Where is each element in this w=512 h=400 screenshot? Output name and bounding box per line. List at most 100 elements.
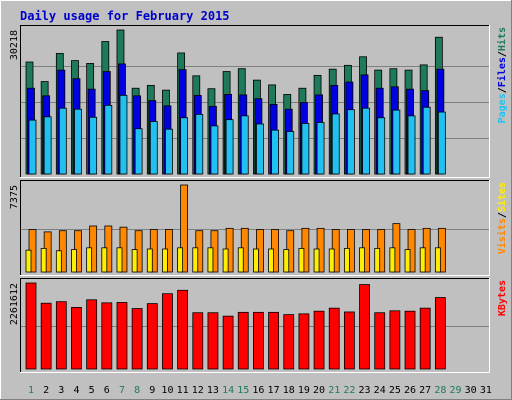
bar-kbytes <box>25 282 37 370</box>
bar-pages <box>134 128 143 175</box>
x-tick-label: 30 <box>465 385 477 396</box>
x-tick-label: 2 <box>43 385 49 396</box>
bar-sites <box>268 248 274 273</box>
bar-pages <box>286 131 295 175</box>
bar-kbytes <box>419 307 431 370</box>
x-tick-label: 4 <box>73 385 79 396</box>
bar-pages <box>301 123 310 175</box>
x-tick-label: 16 <box>252 385 264 396</box>
bar-pages <box>331 113 340 175</box>
x-tick-label: 17 <box>268 385 280 396</box>
bar-kbytes <box>177 289 189 370</box>
x-tick-label: 9 <box>149 385 155 396</box>
bar-kbytes <box>328 307 340 370</box>
x-tick-label: 18 <box>283 385 295 396</box>
x-tick-label: 5 <box>89 385 95 396</box>
bar-kbytes <box>222 315 234 370</box>
x-tick-label: 28 <box>434 385 446 396</box>
bar-sites <box>419 247 426 273</box>
bar-sites <box>86 247 93 273</box>
x-tick-label: 3 <box>58 385 64 396</box>
legend-separator: / <box>497 51 508 57</box>
bar-pages <box>89 116 98 175</box>
bar-sites <box>177 247 184 273</box>
bar-kbytes <box>298 313 310 370</box>
bar-pages <box>422 106 431 175</box>
y-max-label: 2261612 <box>9 283 20 325</box>
bar-sites <box>237 247 244 273</box>
bar-pages <box>195 114 204 175</box>
bar-pages <box>43 116 52 175</box>
panel-hits-files-pages: 30218 Pages/Files/Hits <box>9 25 508 178</box>
panel-legend: Pages/Files/Hits <box>496 27 508 123</box>
legend-sites: Sites <box>496 182 508 212</box>
bar-sites <box>343 248 350 273</box>
bar-sites <box>207 247 214 273</box>
bar-pages <box>28 119 37 175</box>
panel-kbytes: 2261612 KBytes <box>9 278 508 373</box>
bar-pages <box>407 115 416 175</box>
y-max-label: 30218 <box>9 30 20 60</box>
x-tick-label: 6 <box>104 385 110 396</box>
bar-visits <box>180 184 189 273</box>
bar-sites <box>71 249 77 273</box>
bar-sites <box>192 247 199 273</box>
bar-kbytes <box>434 297 446 370</box>
bar-sites <box>40 248 47 273</box>
bar-sites <box>359 247 365 273</box>
bar-kbytes <box>71 306 82 370</box>
x-tick-label: 21 <box>328 385 340 396</box>
bar-pages <box>256 123 264 175</box>
bar-pages <box>58 107 67 175</box>
bar-sites <box>146 248 153 273</box>
x-tick-label: 8 <box>134 385 140 396</box>
bar-pages <box>346 109 355 175</box>
x-tick-label: 25 <box>389 385 401 396</box>
bar-sites <box>298 248 305 273</box>
bar-sites <box>25 249 32 273</box>
legend-separator: / <box>497 87 508 93</box>
bar-kbytes <box>404 310 416 370</box>
bar-kbytes <box>192 312 204 370</box>
bar-kbytes <box>389 310 401 370</box>
bar-kbytes <box>343 311 355 370</box>
bar-pages <box>316 122 325 175</box>
x-tick-label: 26 <box>404 385 416 396</box>
bar-sites <box>313 248 320 273</box>
bar-pages <box>180 117 189 175</box>
bar-pages <box>165 128 173 175</box>
x-tick-label: 10 <box>161 385 173 396</box>
bar-pages <box>225 119 234 175</box>
bar-pages <box>437 111 446 175</box>
bar-pages <box>74 108 82 175</box>
panel-legend: KBytes <box>497 280 508 316</box>
bar-kbytes <box>207 312 219 370</box>
bar-kbytes <box>283 314 295 370</box>
bar-kbytes <box>146 303 158 370</box>
x-tick-label: 13 <box>207 385 219 396</box>
bar-pages <box>104 104 113 175</box>
bar-sites <box>162 248 168 273</box>
bar-sites <box>131 249 138 273</box>
bar-kbytes <box>131 308 143 370</box>
bar-kbytes <box>55 301 67 370</box>
x-tick-label: 24 <box>374 385 386 396</box>
bar-pages <box>149 121 158 175</box>
x-tick-label: 14 <box>222 385 234 396</box>
panel-legend: Visits/Sites <box>496 182 508 254</box>
bar-kbytes <box>268 311 279 370</box>
bar-pages <box>119 94 128 175</box>
x-tick-label: 19 <box>298 385 310 396</box>
y-max-label: 7375 <box>9 185 20 209</box>
legend-pages: Pages <box>497 93 508 123</box>
bar-kbytes <box>253 311 264 370</box>
x-tick-label: 23 <box>359 385 371 396</box>
x-tick-label: 12 <box>192 385 204 396</box>
x-tick-label: 15 <box>237 385 249 396</box>
panel-visits-sites: 7375 Visits/Sites <box>9 180 508 276</box>
bar-pages <box>362 107 370 175</box>
legend-kbytes: KBytes <box>497 280 508 316</box>
x-tick-label: 7 <box>119 385 125 396</box>
x-tick-label: 11 <box>177 385 189 396</box>
